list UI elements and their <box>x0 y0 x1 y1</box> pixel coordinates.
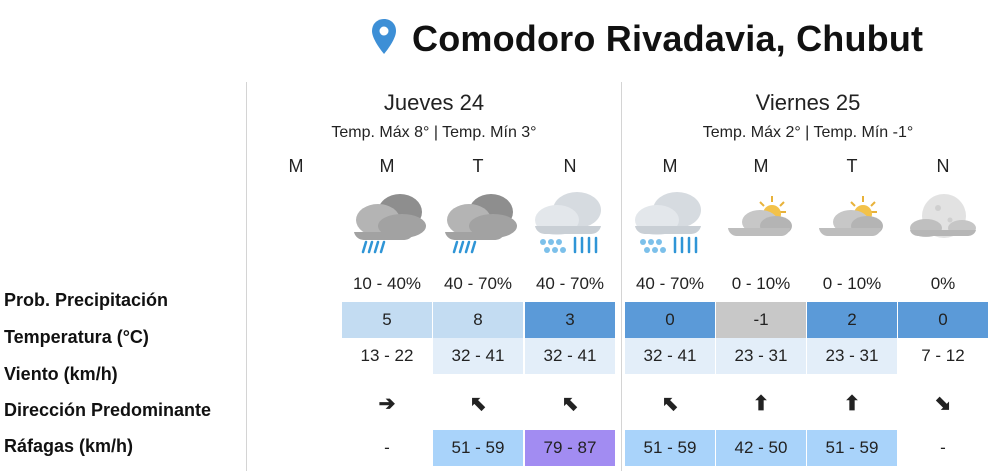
day-temps: Temp. Máx 8° | Temp. Mín 3° <box>331 124 537 141</box>
rain-snow-icon <box>625 186 715 266</box>
precip-prob-value: 0 - 10% <box>731 274 791 293</box>
gust-cell: 51 - 59 <box>807 430 897 466</box>
temperature-cell: -1 <box>716 302 806 338</box>
rain-cloud-icon <box>433 186 523 266</box>
precip-prob-value: 0 - 10% <box>822 274 882 293</box>
day-divider <box>621 82 622 471</box>
period-label: M <box>753 156 769 176</box>
wind-cell: 23 - 31 <box>807 338 897 374</box>
wind-cell: 32 - 41 <box>525 338 615 374</box>
row-label-temp: Temperatura (°C) <box>4 327 149 347</box>
gust-cell: 51 - 59 <box>433 430 523 466</box>
temperature-cell: 3 <box>525 302 615 338</box>
period-label: M <box>288 156 304 176</box>
period-label: T <box>472 156 484 176</box>
wind-cell: 23 - 31 <box>716 338 806 374</box>
period-label: M <box>379 156 395 176</box>
day-title: Jueves 24 <box>383 90 485 115</box>
wind-direction-icon: ⬊ <box>934 393 952 415</box>
wind-cell: 7 - 12 <box>921 346 965 365</box>
temperature-cell: 8 <box>433 302 523 338</box>
rain-snow-icon <box>525 186 615 266</box>
temperature-cell: 5 <box>342 302 432 338</box>
precip-prob-value: 40 - 70% <box>443 274 513 293</box>
wind-direction-icon: ➔ <box>378 393 396 415</box>
day-title: Viernes 25 <box>755 90 861 115</box>
row-label-precip: Prob. Precipitación <box>4 290 169 310</box>
wind-direction-icon: ⬉ <box>661 393 679 415</box>
partly-cloudy-sun-icon <box>716 186 806 266</box>
temperature-cell: 0 <box>898 302 988 338</box>
row-label-gusts: Ráfagas (km/h) <box>4 436 134 456</box>
gust-cell: 51 - 59 <box>625 430 715 466</box>
gust-cell: 79 - 87 <box>525 430 615 466</box>
wind-direction-icon: ⬆ <box>843 393 861 415</box>
wind-cell: 32 - 41 <box>433 338 523 374</box>
day-temps: Temp. Máx 2° | Temp. Mín -1° <box>702 124 914 141</box>
partly-cloudy-sun-icon <box>807 186 897 266</box>
map-pin-icon <box>370 18 398 61</box>
precip-prob-value: 40 - 70% <box>535 274 605 293</box>
period-label: M <box>662 156 678 176</box>
temperature-cell: 0 <box>625 302 715 338</box>
precip-prob-value: 40 - 70% <box>635 274 705 293</box>
wind-direction-icon: ⬉ <box>561 393 579 415</box>
row-label-wind: Viento (km/h) <box>4 364 118 384</box>
period-label: N <box>563 156 577 176</box>
wind-direction-icon: ⬉ <box>469 393 487 415</box>
gust-cell: 42 - 50 <box>716 430 806 466</box>
period-label: N <box>936 156 950 176</box>
day-divider <box>246 82 247 471</box>
wind-direction-icon: ⬆ <box>752 393 770 415</box>
temperature-cell: 2 <box>807 302 897 338</box>
rain-cloud-icon <box>342 186 432 266</box>
location-header: Comodoro Rivadavia, Chubut <box>370 14 923 64</box>
wind-cell: 13 - 22 <box>360 346 414 365</box>
wind-cell: 32 - 41 <box>625 338 715 374</box>
gust-cell: - <box>384 438 390 457</box>
precip-prob-value: 0% <box>930 274 956 293</box>
gust-cell: - <box>940 438 946 457</box>
precip-prob-value: 10 - 40% <box>352 274 422 293</box>
location-title: Comodoro Rivadavia, Chubut <box>412 18 924 59</box>
row-label-direction: Dirección Predominante <box>4 400 212 420</box>
period-label: T <box>846 156 858 176</box>
cloudy-night-icon <box>898 186 988 266</box>
